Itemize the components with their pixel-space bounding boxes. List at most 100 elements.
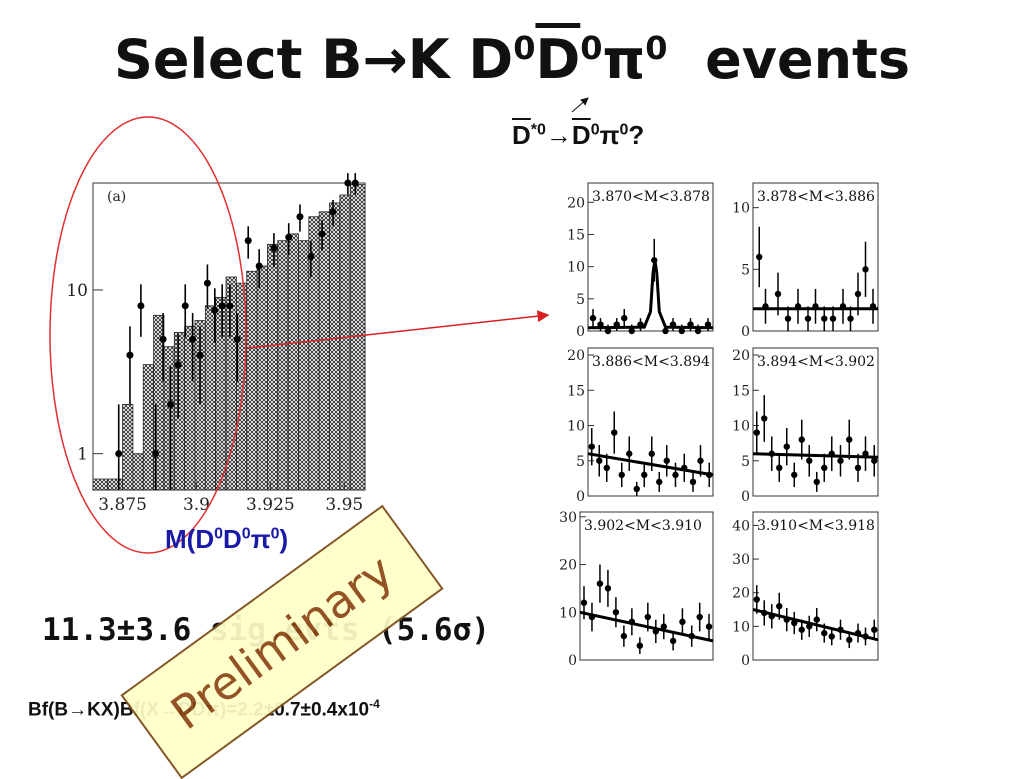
panel-data-point — [761, 609, 768, 617]
data-point — [307, 253, 315, 261]
background-bin — [92, 478, 109, 491]
panel-data-point — [762, 303, 769, 310]
background-bin — [256, 265, 268, 491]
panel-y-tick-label: 0 — [576, 489, 585, 505]
panel-data-point — [813, 616, 820, 623]
data-point — [211, 306, 219, 314]
panel-data-point — [829, 315, 837, 322]
panel-data-point — [854, 629, 862, 637]
panel-data-point — [776, 602, 783, 610]
dstar-annotation: D*0→D0π0? — [512, 120, 645, 150]
data-point — [189, 335, 197, 343]
panel-data-point — [774, 290, 782, 298]
panel-data-point — [862, 633, 869, 640]
panel-data-point — [688, 632, 695, 640]
background-bin — [122, 403, 134, 491]
panel-y-tick-label: 10 — [732, 201, 750, 217]
panel-data-point — [689, 478, 697, 486]
panel-data-point — [753, 596, 760, 603]
panel-y-tick-label: 5 — [576, 454, 585, 470]
panel-data-point — [847, 315, 854, 322]
panel-y-tick-label: 40 — [732, 518, 750, 534]
background-bin — [173, 332, 186, 491]
background-bin — [329, 202, 341, 491]
panel-data-point — [828, 450, 835, 457]
data-point — [296, 213, 304, 221]
panel-data-point — [628, 327, 635, 335]
panel-data-point — [687, 321, 694, 328]
background-bin — [107, 478, 123, 491]
panel-data-point — [828, 633, 835, 640]
panel-data-point — [705, 623, 713, 630]
panel-y-tick-label: 10 — [567, 260, 585, 276]
panel-y-tick-label: 10 — [559, 605, 577, 621]
panel-data-point — [862, 266, 869, 273]
data-point — [344, 179, 352, 187]
x-tick-label: 3.875 — [98, 495, 147, 515]
background-bin — [298, 240, 310, 491]
panel-data-point — [656, 478, 663, 486]
panel-y-tick-label: 0 — [741, 489, 750, 505]
panel-range-label: 3.886<M<3.894 — [592, 354, 710, 370]
panel-data-point — [813, 478, 820, 486]
panel-range-label: 3.894<M<3.902 — [757, 354, 875, 370]
data-point — [244, 237, 252, 245]
mass-bin-panel: 0 5 10 15 20 3.870<M<3.878 — [567, 182, 714, 340]
panel-data-point — [846, 636, 853, 644]
panel-data-point — [669, 321, 677, 328]
panel-data-point — [612, 609, 620, 616]
data-point — [226, 302, 234, 310]
panel-data-point — [620, 632, 628, 640]
panel-data-point — [588, 443, 595, 450]
data-point — [152, 450, 160, 458]
pointer-arrow — [247, 310, 550, 349]
panel-data-point — [626, 450, 633, 457]
panel-data-point — [783, 616, 790, 623]
panel-data-point — [704, 321, 712, 328]
panel-data-point — [604, 327, 612, 335]
panel-data-point — [869, 303, 877, 310]
panel-data-point — [596, 457, 603, 464]
panel-data-point — [648, 450, 655, 457]
mass-bin-panel: 0 10 20 30 3.902<M<3.910 — [559, 510, 714, 669]
data-point — [270, 244, 278, 252]
panel-data-point — [633, 485, 640, 493]
panel-data-point — [753, 429, 760, 436]
panel-data-point — [837, 626, 844, 633]
panel-data-point — [806, 623, 813, 630]
panel-y-tick-label: 0 — [741, 324, 750, 340]
panel-y-tick-label: 20 — [732, 348, 750, 364]
data-point — [174, 361, 182, 369]
panel-y-tick-label: 20 — [567, 348, 585, 364]
panel-data-point — [669, 637, 677, 645]
panel-y-tick-label: 5 — [576, 292, 585, 308]
panel-data-point — [871, 626, 878, 633]
data-point — [166, 400, 174, 408]
panel-y-tick-label: 10 — [567, 419, 585, 435]
y-tick-label: 1 — [77, 445, 88, 465]
panel-data-point — [798, 626, 805, 633]
annotation-arrow — [571, 97, 589, 113]
data-point — [115, 450, 123, 458]
panel-data-point — [621, 314, 628, 322]
panel-data-point — [597, 321, 604, 328]
data-point — [126, 351, 134, 359]
panel-y-tick-label: 15 — [567, 383, 585, 399]
panel-data-point — [812, 303, 819, 310]
data-point — [181, 302, 189, 310]
panel-data-point — [696, 613, 703, 621]
panel-data-point — [756, 253, 763, 261]
panel-y-tick-label: 20 — [567, 195, 585, 211]
data-point — [196, 351, 204, 359]
panel-data-point — [821, 629, 828, 637]
panel-data-point — [837, 457, 844, 464]
background-bin — [277, 240, 289, 491]
panel-data-point — [854, 464, 862, 472]
panel-data-point — [663, 457, 670, 464]
data-point — [329, 208, 337, 216]
x-tick-label: 3.95 — [325, 495, 363, 515]
panel-data-point — [603, 464, 610, 472]
panel-data-point — [613, 321, 620, 328]
data-point — [285, 233, 293, 241]
